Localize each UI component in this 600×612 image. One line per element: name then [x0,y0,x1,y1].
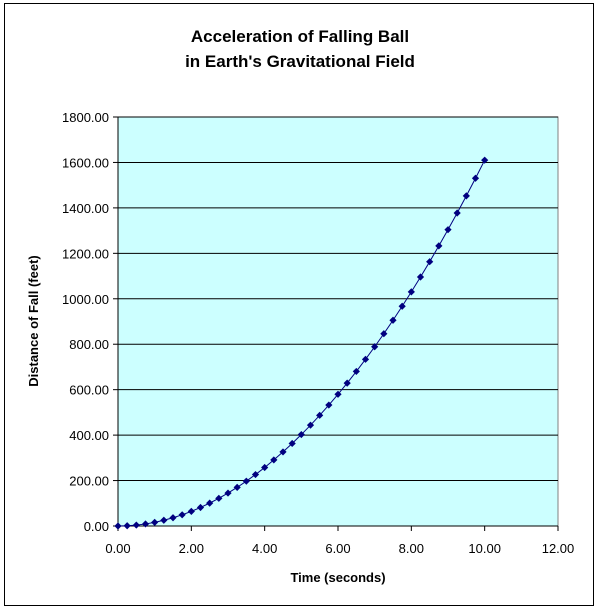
data-point-37 [453,209,461,217]
data-point-23 [325,401,333,409]
data-point-28 [371,343,379,351]
data-point-26 [352,367,360,376]
x-tick-label-4: 8.00 [399,541,424,556]
data-point-2 [132,521,140,529]
data-point-39 [471,174,480,182]
data-point-40 [481,156,489,164]
data-point-16 [261,463,269,472]
data-point-34 [426,258,434,266]
x-tick-labels: 0.00 2.00 4.00 6.00 8.00 10.00 12.00 [105,541,574,556]
data-point-35 [435,242,443,250]
data-point-31 [398,302,406,310]
data-point-7 [178,511,186,519]
data-point-8 [187,507,195,515]
data-point-14 [242,477,250,485]
data-point-15 [251,470,260,479]
data-point-30 [389,316,397,324]
data-point-33 [416,273,425,281]
data-point-36 [444,226,452,234]
data-point-1 [123,522,131,530]
x-tick-label-0: 0.00 [105,541,130,556]
data-point-4 [151,518,159,526]
y-tick-label-1: 200.00 [69,474,109,489]
gridlines [118,116,558,482]
data-point-6 [169,514,177,522]
data-point-12 [224,489,232,497]
x-tick-label-1: 2.00 [179,541,204,556]
data-point-22 [316,411,324,419]
y-tick-label-4: 800.00 [69,337,109,352]
data-point-32 [407,288,415,296]
data-series [114,156,489,530]
chart-title-line-2: in Earth's Gravitational Field [185,52,415,71]
data-point-29 [380,330,388,338]
y-axis-label: Distance of Fall (feet) [26,255,41,386]
data-point-19 [288,439,296,448]
data-point-13 [233,483,241,491]
y-tick-label-3: 600.00 [69,383,109,398]
y-tick-label-7: 1400.00 [62,201,109,216]
data-point-9 [196,503,205,512]
x-tick-label-5: 10.00 [468,541,501,556]
y-tick-label-6: 1200.00 [62,246,109,261]
y-tick-label-0: 0.00 [84,519,109,534]
plot-area [117,116,559,527]
x-tick-label-2: 4.00 [252,541,277,556]
x-tick-label-3: 6.00 [325,541,350,556]
data-point-25 [343,379,351,387]
y-tick-label-5: 1000.00 [62,292,109,307]
data-point-3 [141,520,150,528]
y-tick-labels: 0.00 200.00 400.00 600.00 800.00 1000.00 1200.… [62,110,109,534]
data-point-27 [361,355,370,363]
data-point-10 [206,499,214,507]
y-tick-label-8: 1600.00 [62,155,109,170]
chart-title-line-1: Acceleration of Falling Ball [191,27,409,46]
data-point-5 [160,516,168,524]
x-axis-label: Time (seconds) [290,570,385,585]
x-tick-label-6: 12.00 [542,541,575,556]
data-point-20 [297,430,305,439]
data-point-38 [462,192,470,200]
y-tick-label-2: 400.00 [69,428,109,443]
data-point-0 [114,522,122,530]
data-point-18 [279,448,287,456]
y-tick-label-9: 1800.00 [62,110,109,125]
data-point-21 [306,421,315,429]
data-point-17 [270,456,278,464]
data-point-11 [215,494,223,502]
chart-title: Acceleration of Falling Ball in Earth's … [185,27,415,71]
data-point-24 [334,390,342,398]
